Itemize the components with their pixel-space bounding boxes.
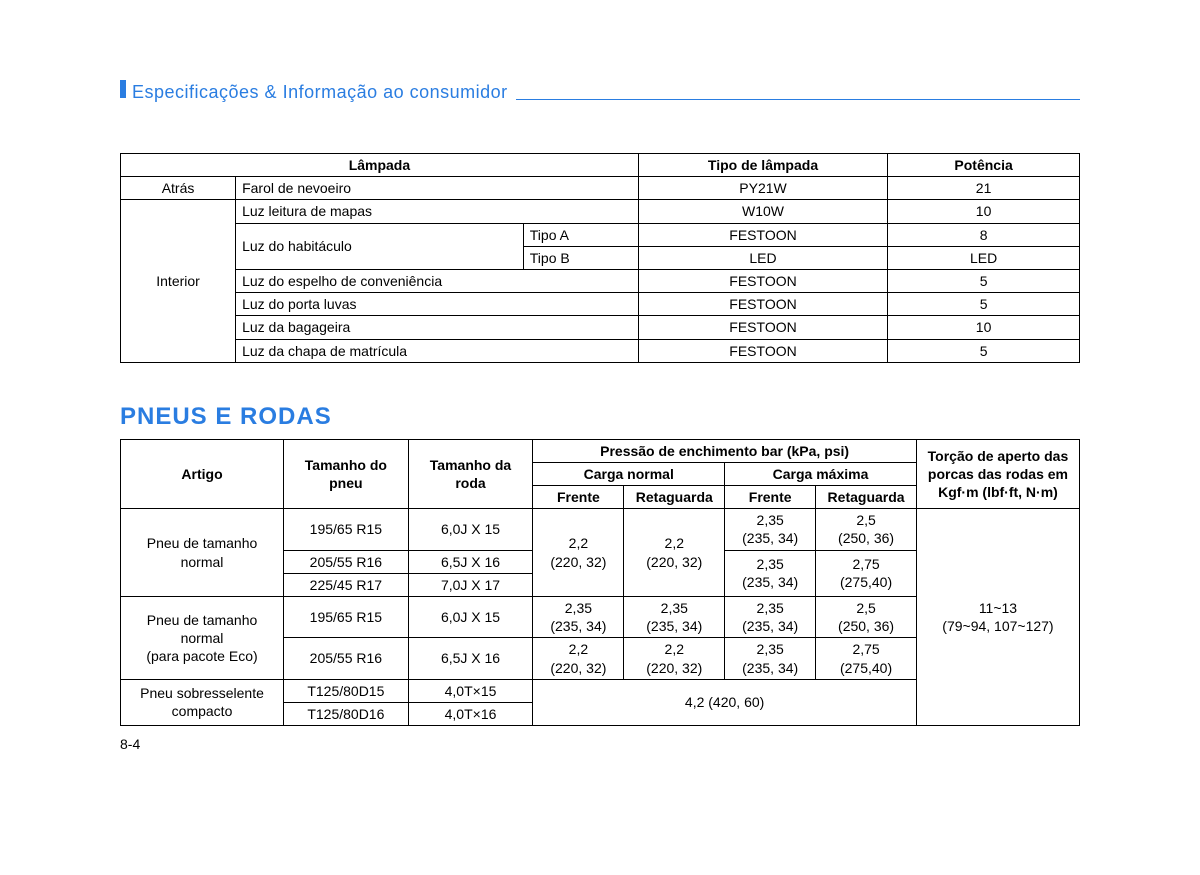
section-header: Especificações & Informação ao consumido… (120, 80, 1080, 103)
cell-pot: 10 (888, 200, 1080, 223)
cell-val: 2,35(235, 34) (725, 550, 816, 596)
cell-pot: 5 (888, 339, 1080, 362)
bulbs-table: Lâmpada Tipo de lâmpada Potência Atrás F… (120, 153, 1080, 363)
table-header-row: Artigo Tamanho do pneu Tamanho da roda P… (121, 439, 1080, 462)
cell-pot: 5 (888, 293, 1080, 316)
cell-pot: 10 (888, 316, 1080, 339)
col-tipo: Tipo de lâmpada (638, 154, 887, 177)
cell-artigo: Pneu de tamanho normal (para pacote Eco) (121, 597, 284, 680)
cell-val: 2,35(235, 34) (725, 597, 816, 638)
page-container: Especificações & Informação ao consumido… (0, 0, 1200, 752)
cell-val: 2,35(235, 34) (533, 597, 624, 638)
header-title: Especificações & Informação ao consumido… (132, 82, 508, 103)
col-pressao: Pressão de enchimento bar (kPa, psi) (533, 439, 917, 462)
cell-val: 2,2(220, 32) (624, 509, 725, 597)
cell-desc: Luz do habitáculo (236, 223, 524, 269)
tires-table: Artigo Tamanho do pneu Tamanho da roda P… (120, 439, 1080, 726)
table-row: Luz do habitáculo Tipo A FESTOON 8 (121, 223, 1080, 246)
cell-tipo: FESTOON (638, 316, 887, 339)
col-tam-roda: Tamanho da roda (408, 439, 533, 509)
col-carga-normal: Carga normal (533, 462, 725, 485)
cell-tipo: PY21W (638, 177, 887, 200)
cell-val: 2,5(250, 36) (816, 597, 917, 638)
cell-tipo: W10W (638, 200, 887, 223)
col-tam-pneu: Tamanho do pneu (284, 439, 409, 509)
cell-val: 2,35(235, 34) (624, 597, 725, 638)
cell-val: 2,2(220, 32) (533, 509, 624, 597)
cell-val: 2,75(275,40) (816, 638, 917, 679)
cell-artigo: Pneu sobresselente compacto (121, 679, 284, 725)
cell-desc: Luz da chapa de matrícula (236, 339, 639, 362)
cell-pot: 5 (888, 269, 1080, 292)
cell-val: 2,2(220, 32) (624, 638, 725, 679)
table-row: Luz do porta luvas FESTOON 5 (121, 293, 1080, 316)
col-potencia: Potência (888, 154, 1080, 177)
cell-pneu: 195/65 R15 (284, 597, 409, 638)
cell-roda: 6,5J X 16 (408, 550, 533, 573)
cell-desc: Farol de nevoeiro (236, 177, 639, 200)
col-retaguarda: Retaguarda (816, 486, 917, 509)
cell-artigo: Pneu de tamanho normal (121, 509, 284, 597)
col-torcao: Torção de aperto das porcas das rodas em… (916, 439, 1079, 509)
cell-tipo: FESTOON (638, 269, 887, 292)
table-row: Luz do espelho de conveniência FESTOON 5 (121, 269, 1080, 292)
cell-roda: 6,0J X 15 (408, 509, 533, 550)
cell-roda: 4,0T×15 (408, 679, 533, 702)
table-row: Luz da bagageira FESTOON 10 (121, 316, 1080, 339)
cell-torcao: 11~13(79~94, 107~127) (916, 509, 1079, 726)
col-retaguarda: Retaguarda (624, 486, 725, 509)
cell-val: 2,35(235, 34) (725, 509, 816, 550)
cell-pot: LED (888, 246, 1080, 269)
cell-loc: Atrás (121, 177, 236, 200)
table-row: Interior Luz leitura de mapas W10W 10 (121, 200, 1080, 223)
col-frente: Frente (533, 486, 624, 509)
cell-desc: Luz da bagageira (236, 316, 639, 339)
cell-desc: Luz do espelho de conveniência (236, 269, 639, 292)
cell-pneu: T125/80D15 (284, 679, 409, 702)
cell-desc: Luz leitura de mapas (236, 200, 639, 223)
cell-val: 2,2(220, 32) (533, 638, 624, 679)
cell-roda: 4,0T×16 (408, 702, 533, 725)
cell-tipo: FESTOON (638, 339, 887, 362)
cell-desc: Luz do porta luvas (236, 293, 639, 316)
table-row: Luz da chapa de matrícula FESTOON 5 (121, 339, 1080, 362)
cell-pneu: T125/80D16 (284, 702, 409, 725)
section-title-tires: PNEUS E RODAS (120, 403, 1080, 431)
cell-pot: 8 (888, 223, 1080, 246)
col-frente: Frente (725, 486, 816, 509)
cell-pneu: 205/55 R16 (284, 638, 409, 679)
table-row: Pneu de tamanho normal 195/65 R15 6,0J X… (121, 509, 1080, 550)
cell-tipo: FESTOON (638, 293, 887, 316)
cell-pneu: 195/65 R15 (284, 509, 409, 550)
cell-val: 2,5(250, 36) (816, 509, 917, 550)
cell-sub: Tipo A (523, 223, 638, 246)
cell-pneu: 205/55 R16 (284, 550, 409, 573)
cell-spare: 4,2 (420, 60) (533, 679, 917, 725)
cell-tipo: LED (638, 246, 887, 269)
table-row: Atrás Farol de nevoeiro PY21W 21 (121, 177, 1080, 200)
col-carga-maxima: Carga máxima (725, 462, 917, 485)
cell-roda: 6,5J X 16 (408, 638, 533, 679)
cell-pot: 21 (888, 177, 1080, 200)
cell-val: 2,75(275,40) (816, 550, 917, 596)
header-accent-bar (120, 80, 126, 98)
cell-roda: 7,0J X 17 (408, 573, 533, 596)
header-rule (516, 99, 1080, 100)
table-header-row: Lâmpada Tipo de lâmpada Potência (121, 154, 1080, 177)
cell-interior: Interior (121, 200, 236, 362)
page-number: 8-4 (120, 736, 1080, 752)
col-artigo: Artigo (121, 439, 284, 509)
cell-pneu: 225/45 R17 (284, 573, 409, 596)
cell-tipo: FESTOON (638, 223, 887, 246)
cell-val: 2,35(235, 34) (725, 638, 816, 679)
cell-roda: 6,0J X 15 (408, 597, 533, 638)
col-lampada: Lâmpada (121, 154, 639, 177)
cell-sub: Tipo B (523, 246, 638, 269)
